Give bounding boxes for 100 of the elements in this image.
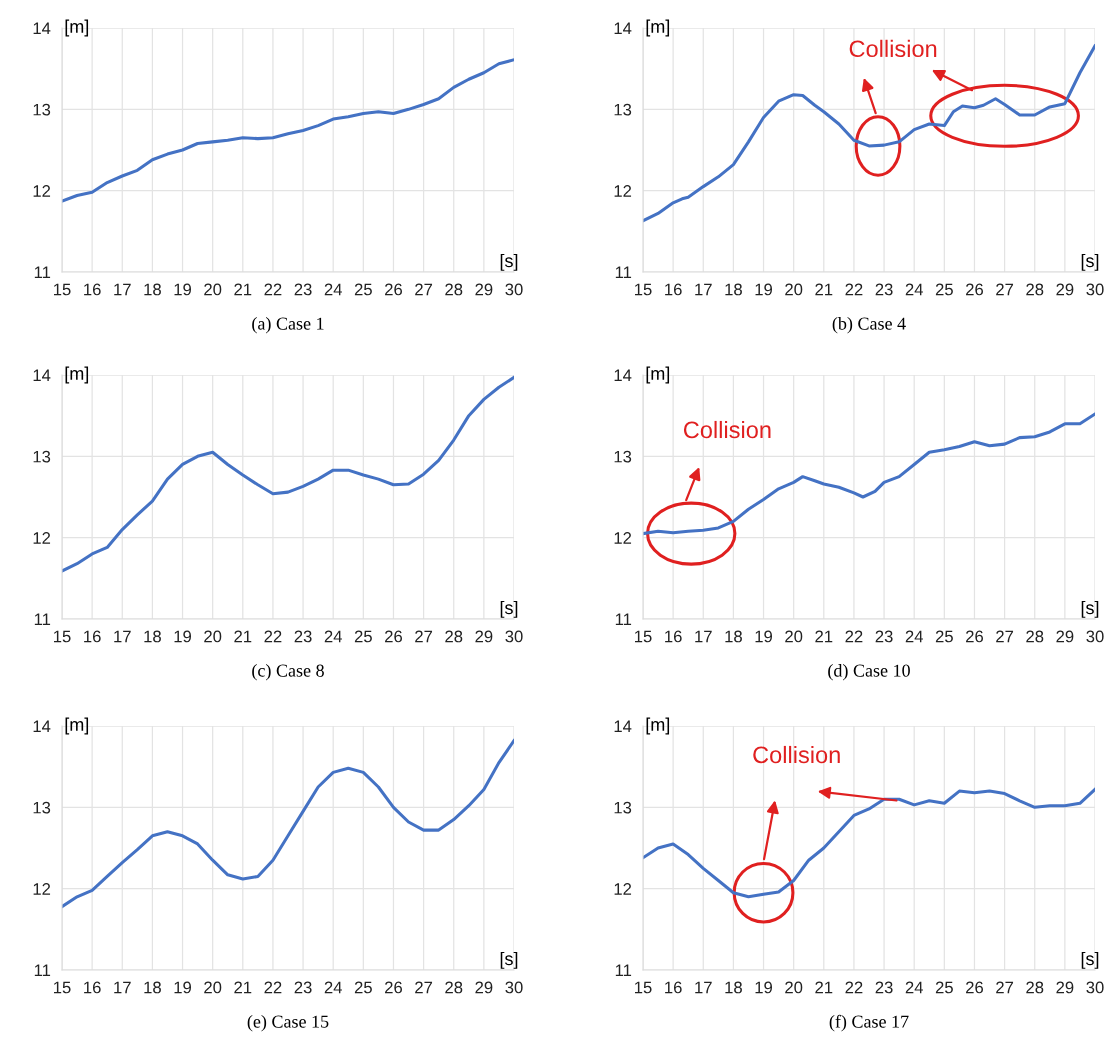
x-tick-label: 29 xyxy=(1056,630,1074,643)
x-tick-label: 17 xyxy=(114,630,131,643)
x-tick-label: 27 xyxy=(415,630,433,643)
x-tick-label: 17 xyxy=(114,981,131,994)
x-tick-label: 29 xyxy=(475,283,493,296)
x-tick-label: 26 xyxy=(966,630,983,643)
y-tick-label: 12 xyxy=(33,185,51,197)
x-tick-label: 26 xyxy=(385,981,402,994)
x-tick-label: 17 xyxy=(114,283,131,296)
y-tick-label: 14 xyxy=(33,369,51,382)
x-tick-label: 28 xyxy=(445,981,463,994)
x-tick-label: 23 xyxy=(875,283,893,296)
y-tick-label: 11 xyxy=(34,964,51,977)
text: (a) Case 1 xyxy=(252,317,324,334)
y-tick-label: 14 xyxy=(33,22,51,35)
x-tick-label: 18 xyxy=(144,283,161,296)
y-tick-label: 11 xyxy=(615,964,632,977)
x-tick-label: 27 xyxy=(996,981,1014,994)
x-tick-label: 22 xyxy=(845,981,863,994)
x-tick-label: 28 xyxy=(445,283,463,296)
x-tick-label: 26 xyxy=(966,283,983,296)
x-tick-label: 30 xyxy=(505,630,523,643)
x-tick-label: 24 xyxy=(905,283,923,296)
x-tick-label: 22 xyxy=(264,981,282,994)
x-tick-label: 17 xyxy=(695,630,712,643)
x-tick-label: 23 xyxy=(875,630,893,643)
x-tick-label: 17 xyxy=(695,981,712,994)
x-tick-label: 24 xyxy=(905,630,923,643)
x-tick-label: 21 xyxy=(234,283,252,296)
x-tick-label: 28 xyxy=(1026,981,1044,994)
y-tick-label: 14 xyxy=(614,720,632,733)
x-tick-label: 25 xyxy=(354,283,372,296)
y-tick-label: 12 xyxy=(33,532,51,544)
x-tick-label: 30 xyxy=(505,981,523,994)
text: (c) Case 8 xyxy=(252,664,324,681)
annotation: Collision xyxy=(753,745,840,764)
x-tick-label: 15 xyxy=(635,283,652,296)
x-axis-title: [s] xyxy=(1081,600,1099,618)
x-tick-label: 30 xyxy=(505,283,523,296)
x-tick-label: 30 xyxy=(1086,630,1104,643)
x-tick-label: 22 xyxy=(845,283,863,296)
x-axis-title: [s] xyxy=(1081,253,1099,271)
x-tick-label: 20 xyxy=(204,630,222,643)
x-tick-label: 16 xyxy=(665,981,682,994)
line-series xyxy=(643,787,1095,899)
x-tick-label: 26 xyxy=(385,283,402,296)
y-axis-title: [m] xyxy=(65,366,89,384)
x-tick-label: 29 xyxy=(1056,981,1074,994)
x-tick-label: 16 xyxy=(84,981,101,994)
x-tick-label: 27 xyxy=(996,283,1014,296)
x-tick-label: 27 xyxy=(415,981,433,994)
x-axis-title: [s] xyxy=(1081,951,1099,969)
x-tick-label: 20 xyxy=(785,630,803,643)
text: (e) Case 15 xyxy=(247,1015,329,1032)
x-tick-label: 25 xyxy=(935,283,953,296)
x-tick-label: 24 xyxy=(905,981,923,994)
annotation: Collision xyxy=(849,39,937,58)
y-tick-label: 13 xyxy=(33,450,51,463)
x-axis-title: [s] xyxy=(500,253,518,271)
text: (f) Case 17 xyxy=(829,1014,909,1032)
x-tick-label: 18 xyxy=(725,283,742,296)
x-tick-label: 21 xyxy=(234,981,252,994)
x-tick-label: 16 xyxy=(665,283,682,296)
y-tick-label: 14 xyxy=(614,369,632,382)
x-tick-label: 16 xyxy=(84,283,101,296)
x-tick-label: 22 xyxy=(264,630,282,643)
x-tick-label: 15 xyxy=(54,283,71,296)
x-tick-label: 26 xyxy=(966,981,983,994)
x-tick-label: 19 xyxy=(755,630,773,643)
x-tick-label: 15 xyxy=(54,630,71,643)
y-tick-label: 12 xyxy=(614,532,632,544)
x-tick-label: 19 xyxy=(174,630,192,643)
y-tick-label: 13 xyxy=(614,801,632,814)
annotation: Collision xyxy=(683,420,771,439)
x-tick-label: 21 xyxy=(815,630,833,643)
y-tick-label: 13 xyxy=(33,103,51,116)
x-tick-label: 27 xyxy=(996,630,1014,643)
x-tick-label: 23 xyxy=(875,981,893,994)
x-tick-label: 29 xyxy=(1056,283,1074,296)
x-tick-label: 24 xyxy=(324,283,342,296)
x-tick-label: 23 xyxy=(294,630,312,643)
y-tick-label: 12 xyxy=(614,883,632,895)
x-tick-label: 24 xyxy=(324,630,342,643)
x-tick-label: 27 xyxy=(415,283,433,296)
x-tick-label: 18 xyxy=(725,981,742,994)
x-tick-label: 20 xyxy=(204,981,222,994)
x-tick-label: 28 xyxy=(445,630,463,643)
y-tick-label: 12 xyxy=(614,185,632,197)
line-series xyxy=(62,739,514,909)
y-tick-label: 13 xyxy=(614,450,632,463)
x-tick-label: 29 xyxy=(475,630,493,643)
x-axis-title: [s] xyxy=(500,951,518,969)
x-tick-label: 18 xyxy=(725,630,742,643)
x-tick-label: 21 xyxy=(234,630,252,643)
x-tick-label: 20 xyxy=(785,283,803,296)
x-tick-label: 23 xyxy=(294,981,312,994)
x-tick-label: 16 xyxy=(84,630,101,643)
text: (b) Case 4 xyxy=(832,317,906,334)
y-axis-title: [m] xyxy=(646,717,670,735)
y-tick-label: 11 xyxy=(34,613,51,626)
